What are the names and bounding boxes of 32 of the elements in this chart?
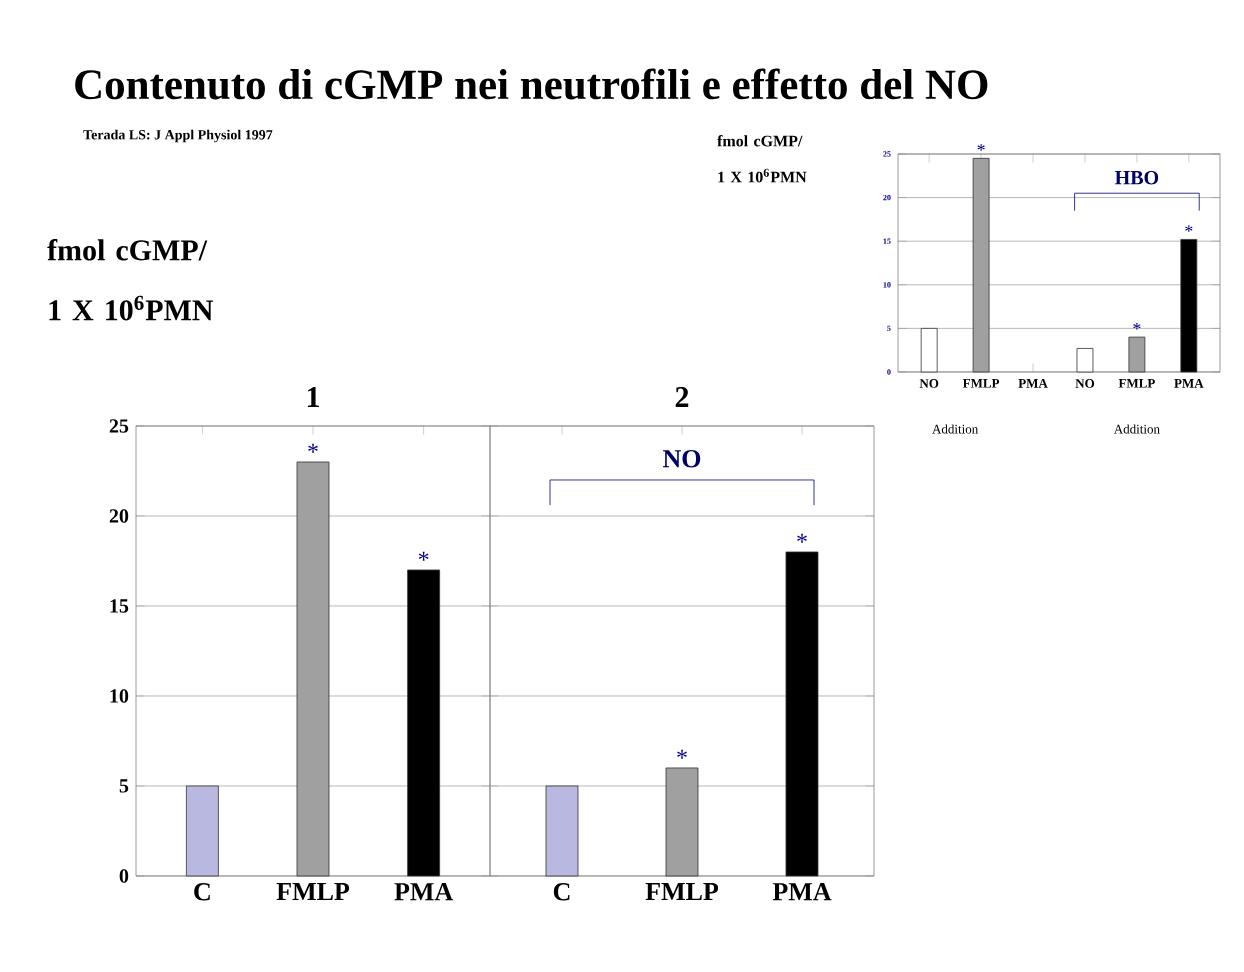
y-tick-label: 15 [110, 599, 129, 613]
data-label: * [308, 443, 318, 453]
y-tick-label: 5 [119, 779, 129, 793]
data-label: * [977, 144, 985, 151]
bar [185, 785, 219, 877]
data-label: * [418, 551, 429, 561]
chart-title: 1 [307, 387, 319, 407]
text: fmol cGMP/ 1 X 10$^{6}$PMN [47, 239, 214, 321]
x-tick-label: C [194, 883, 210, 901]
x-tick-label: PMA [394, 883, 454, 901]
y-tick-label: 25 [109, 419, 129, 433]
text: fmol cGMP/ 1 X 10$^{6}$PMN [717, 135, 807, 183]
y-tick-label: 0 [119, 869, 129, 883]
data-label: * [677, 749, 687, 759]
x-tick-label: PMA [772, 883, 832, 901]
y-tick-label: 10 [110, 689, 129, 703]
bar [1180, 239, 1198, 373]
chart-title: 2 [675, 387, 689, 407]
x-tick-label: FMLP [645, 883, 719, 901]
bar [920, 327, 938, 373]
x-tick-label: C [553, 883, 570, 901]
data-label: * [1185, 225, 1193, 232]
text: Contenuto di cGMP nei neutrofili e effetto del NO [75, 68, 988, 100]
annotation: HBO [1115, 170, 1159, 185]
x-tick-label: FMLP [276, 883, 350, 901]
bar [1128, 336, 1146, 373]
bar [1076, 348, 1094, 373]
y-tick-label: 20 [109, 509, 129, 523]
annotation: NO [663, 450, 701, 468]
data-label: * [797, 533, 807, 543]
bar [407, 569, 441, 877]
data-label: * [1133, 322, 1141, 330]
